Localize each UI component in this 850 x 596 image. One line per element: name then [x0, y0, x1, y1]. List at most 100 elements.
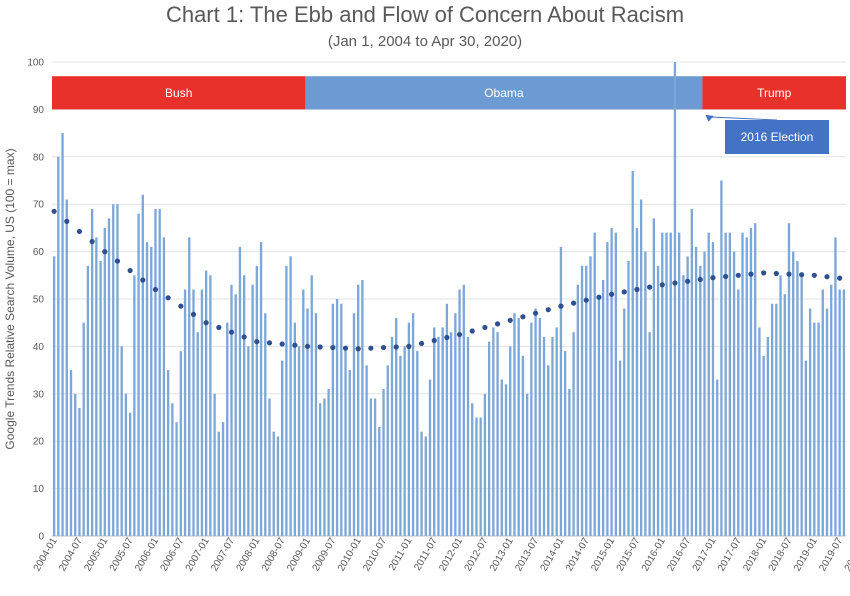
band-obama [305, 76, 703, 110]
bar [547, 365, 550, 536]
trend-point [279, 341, 285, 347]
bar [145, 242, 149, 536]
bar [576, 284, 579, 536]
bar [783, 294, 786, 536]
trend-point [76, 228, 83, 235]
x-tick-label: 2008-07 [260, 536, 288, 574]
bar [348, 370, 351, 536]
callout-label: 2016 Election [741, 130, 814, 144]
bar [661, 232, 664, 536]
band-label: Trump [757, 86, 792, 100]
x-tick-label: 2010-07 [361, 536, 389, 574]
trend-point [583, 297, 589, 303]
bar [276, 436, 280, 536]
bar [310, 275, 313, 536]
bar [842, 289, 846, 536]
x-tick-label: 2009-07 [311, 536, 339, 574]
bar [618, 360, 622, 536]
trend-point [811, 272, 817, 278]
bar [509, 346, 512, 536]
bar [386, 365, 389, 536]
x-tick-label: 2011-01 [387, 536, 415, 573]
bar [821, 289, 824, 536]
x-axis-ticks: 2004-012004-072005-012005-072006-012006-… [32, 536, 850, 574]
x-tick-label: 2007-07 [209, 536, 237, 574]
bar [597, 299, 601, 536]
bar [551, 336, 554, 536]
bar [804, 360, 808, 536]
bar [416, 351, 419, 536]
bar [787, 223, 791, 536]
trend-point [254, 339, 260, 345]
bar [758, 327, 761, 536]
trend-point [431, 337, 437, 344]
bar [107, 218, 111, 537]
trend-point [165, 295, 171, 301]
bar [188, 237, 191, 536]
bar [424, 436, 427, 536]
bar [323, 398, 326, 536]
trend-point [634, 286, 640, 293]
x-tick-label: 2015-01 [589, 536, 617, 574]
trend-point [152, 286, 159, 293]
y-tick-label: 20 [33, 437, 45, 448]
y-tick-label: 0 [38, 532, 44, 543]
y-tick-label: 60 [33, 247, 45, 258]
bar [217, 431, 220, 536]
bar [196, 332, 199, 536]
bar [179, 351, 182, 536]
trend-point [393, 344, 399, 350]
trend-point [304, 343, 311, 349]
bar [487, 341, 491, 536]
x-tick-label: 2006-01 [133, 536, 161, 574]
bar [112, 204, 115, 536]
bar [128, 412, 132, 536]
bar [192, 289, 195, 536]
trend-point [127, 267, 133, 274]
callout-arrowhead-icon [705, 114, 714, 122]
bar [234, 294, 237, 536]
bar [378, 426, 381, 536]
bar [648, 332, 651, 536]
bar [492, 327, 495, 536]
x-tick-label: 2004-01 [32, 536, 60, 574]
bar [775, 303, 778, 536]
bar [614, 232, 617, 536]
bar [373, 398, 377, 536]
bar [226, 322, 229, 536]
bar [728, 232, 732, 536]
bar [175, 422, 178, 536]
bar [471, 403, 474, 536]
trend-point [406, 343, 412, 349]
bar [792, 251, 795, 536]
bar [808, 308, 812, 536]
bar [555, 327, 558, 536]
trend-point [482, 324, 488, 331]
bar [247, 346, 250, 536]
bar [517, 317, 520, 536]
bar [331, 303, 335, 536]
trend-point [647, 284, 653, 290]
bar [120, 346, 123, 536]
trend-point [520, 314, 526, 320]
trend-point [786, 271, 792, 277]
bar [589, 256, 592, 536]
bar [407, 322, 411, 536]
x-tick-label: 2019-07 [817, 536, 845, 574]
bar [141, 194, 144, 536]
trend-point [380, 344, 387, 351]
trend-point [114, 258, 121, 264]
bar [137, 213, 140, 536]
bar [264, 313, 267, 536]
bar [69, 370, 73, 536]
bar [500, 379, 503, 536]
trend-point [241, 334, 247, 340]
bar [449, 332, 453, 536]
bar [403, 346, 406, 536]
bar [445, 303, 449, 536]
bar [82, 322, 85, 536]
bar [420, 431, 423, 536]
bar [694, 246, 698, 537]
bar [103, 227, 106, 536]
trend-point [685, 278, 691, 284]
